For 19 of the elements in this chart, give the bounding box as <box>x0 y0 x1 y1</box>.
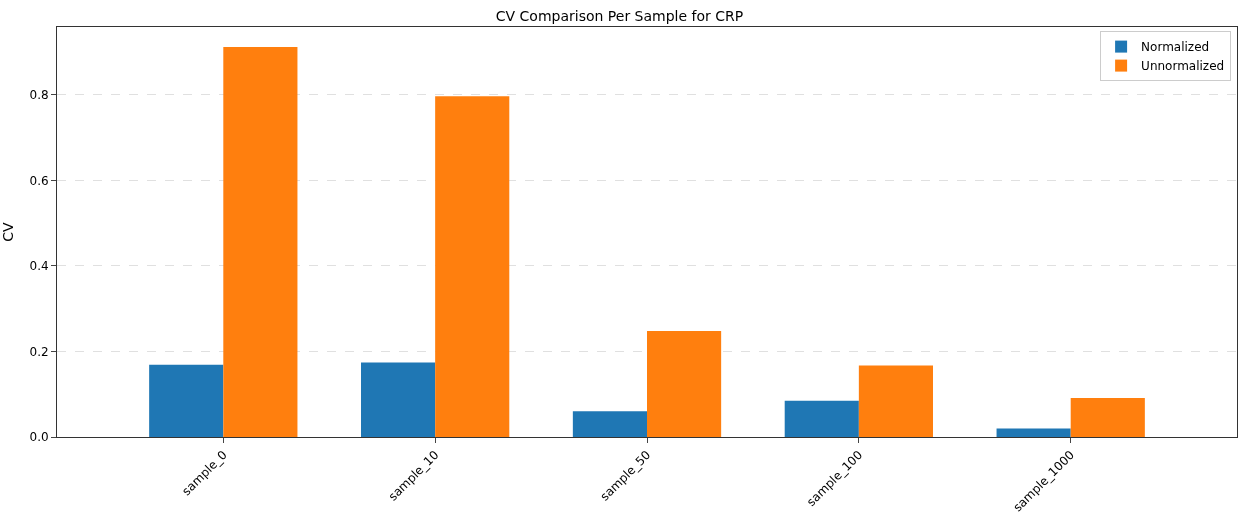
y-tick-label: 0.4 <box>29 259 49 274</box>
y-axis-title: CV <box>0 221 16 242</box>
y-tick-label: 0.2 <box>29 344 49 359</box>
bar <box>858 365 933 437</box>
y-tick-label: 0.6 <box>29 173 49 188</box>
bar <box>647 330 722 437</box>
bar <box>996 428 1071 437</box>
y-tick-label: 0.8 <box>29 88 49 103</box>
bar <box>149 364 224 437</box>
bar <box>1070 398 1145 437</box>
bar <box>223 47 298 437</box>
bar <box>572 411 647 437</box>
y-tick-label: 0.0 <box>29 430 49 445</box>
bar <box>361 362 436 437</box>
legend-label: Normalized <box>1141 40 1210 55</box>
bar <box>784 400 859 437</box>
chart-title: CV Comparison Per Sample for CRP <box>495 7 744 24</box>
bar <box>435 96 510 437</box>
legend-label: Unnormalized <box>1141 59 1225 74</box>
